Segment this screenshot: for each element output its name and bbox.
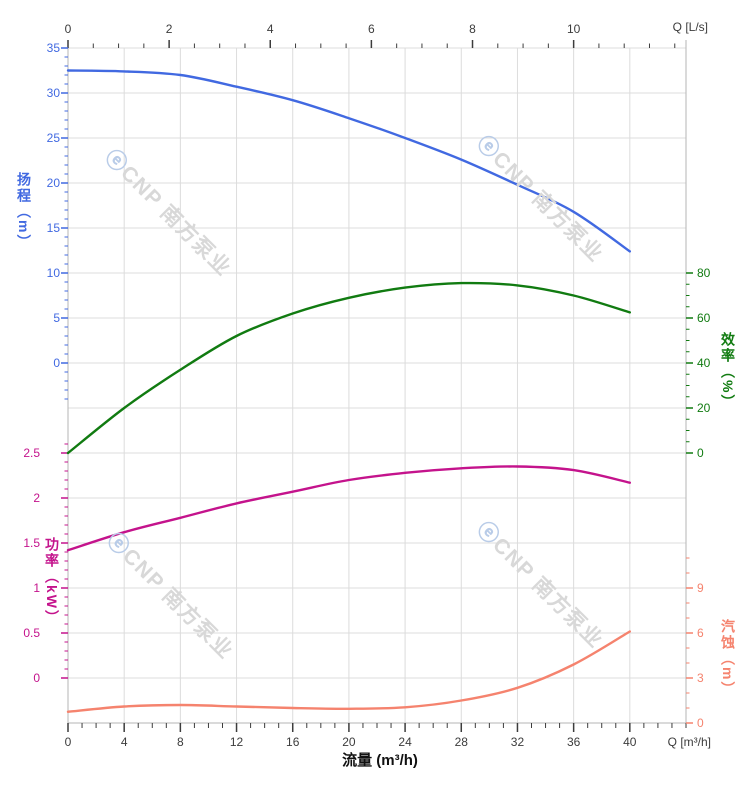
y-tick-label: 6 [697,626,704,640]
y-tick-label: 15 [47,221,61,235]
curve-power [66,465,631,552]
efficiency-axis-title: 效率（%） [720,332,736,411]
y-tick-label: 2.5 [23,446,40,460]
x-top-tick-label: 10 [567,22,581,36]
y-tick-label: 9 [697,581,704,595]
x-tick-label: 36 [567,735,581,749]
y-tick-label: 3 [697,671,704,685]
y-tick-label: 0 [33,671,40,685]
y-tick-label: 20 [697,401,711,415]
y-tick-label: 0 [53,356,60,370]
y-tick-label: 1.5 [23,536,40,550]
curve-npsh [66,630,631,713]
x-tick-label: 0 [65,735,72,749]
y-tick-label: 1 [33,581,40,595]
top-axis-unit-label: Q [L/s] [672,20,708,34]
x-tick-label: 16 [286,735,300,749]
x-top-tick-label: 6 [368,22,375,36]
y-tick-label: 5 [53,311,60,325]
bottom-axis-unit-label: Q [m³/h] [667,735,711,749]
x-top-tick-label: 8 [469,22,476,36]
y-tick-label: 20 [47,176,61,190]
y-tick-label: 0 [697,446,704,460]
x-tick-label: 8 [177,735,184,749]
npsh-axis-title: 汽蚀（m） [720,619,736,698]
y-tick-label: 0.5 [23,626,40,640]
y-tick-label: 2 [33,491,40,505]
x-top-tick-label: 0 [65,22,72,36]
x-tick-label: 32 [511,735,525,749]
curve-efficiency [66,281,631,455]
y-tick-label: 80 [697,266,711,280]
y-tick-label: 40 [697,356,711,370]
x-tick-label: 24 [398,735,412,749]
y-tick-label: 25 [47,131,61,145]
x-tick-label: 20 [342,735,356,749]
x-tick-label: 28 [455,735,469,749]
x-tick-label: 40 [623,735,637,749]
flow-axis-title: 流量 (m³/h) [342,752,418,769]
x-top-tick-label: 2 [166,22,173,36]
power-axis-title: 功率（kW） [44,537,60,626]
y-tick-label: 60 [697,311,711,325]
y-tick-label: 10 [47,266,61,280]
x-top-tick-label: 4 [267,22,274,36]
y-tick-label: 30 [47,86,61,100]
x-tick-label: 12 [230,735,244,749]
y-tick-label: 0 [697,716,704,730]
y-tick-label: 35 [47,41,61,55]
x-tick-label: 4 [121,735,128,749]
head-axis-title: 扬程（m） [16,172,32,251]
curve-head [66,69,631,253]
